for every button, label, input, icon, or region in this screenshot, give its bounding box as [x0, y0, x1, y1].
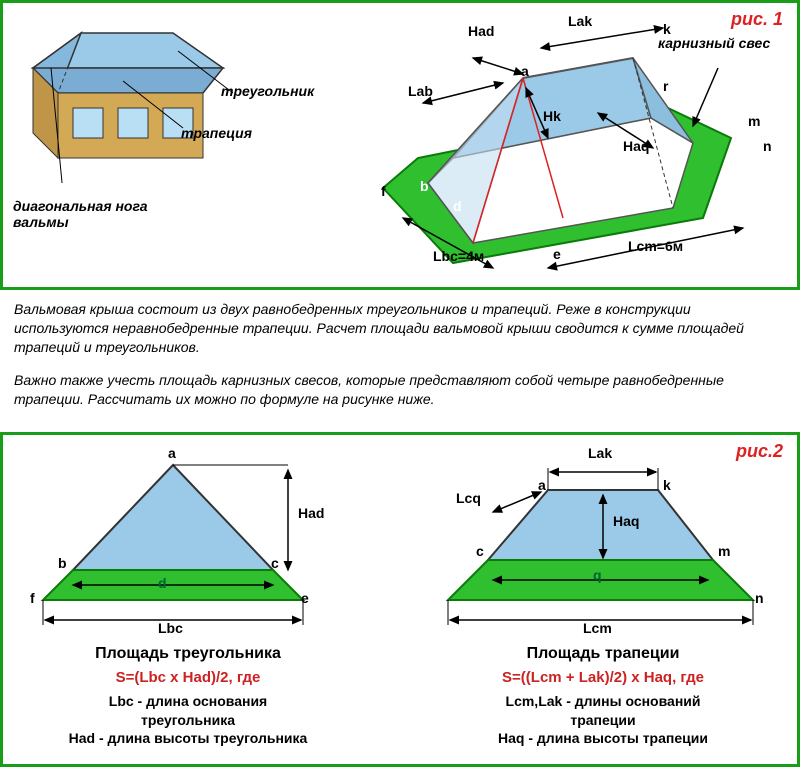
triangle-diagram	[33, 450, 343, 635]
pt-c3: c	[476, 543, 484, 559]
pt-k: k	[663, 21, 671, 37]
pt-q3: q	[593, 567, 602, 583]
para2: Важно также учесть площадь карнизных све…	[14, 371, 786, 409]
lbl-Hk: Hk	[543, 108, 561, 124]
lbl-Had: Had	[468, 23, 494, 39]
trapezoid-text: Площадь трапеции S=((Lcm + Lak)/2) x Haq…	[433, 645, 773, 747]
para1: Вальмовая крыша состоит из двух равнобед…	[14, 300, 786, 357]
lbl-overhang: карнизный свес	[658, 35, 788, 51]
pt-r: r	[663, 78, 668, 94]
pt-e: e	[553, 246, 561, 262]
pt-c2: c	[271, 555, 279, 571]
triangle-text: Площадь треугольника S=(Lbc x Had)/2, гд…	[33, 645, 343, 747]
pt-f: f	[381, 183, 386, 199]
lbl-Lcm2: Lcm	[583, 620, 612, 636]
pt-d: d	[453, 198, 462, 214]
lbl-Lak2: Lak	[588, 445, 612, 461]
trap-desc: Lcm,Lak - длины оснований трапеции Haq -…	[433, 692, 773, 747]
tri-formula: S=(Lbc x Had)/2, где	[33, 669, 343, 686]
house-illustration	[13, 23, 243, 183]
pt-n: n	[763, 138, 772, 154]
lbl-Lbc2: Lbc	[158, 620, 183, 636]
pt-q: q	[593, 188, 602, 204]
pt-e2: e	[301, 590, 309, 606]
label-diagonal: диагональная нога вальмы	[13, 198, 183, 230]
description-text: Вальмовая крыша состоит из двух равнобед…	[0, 290, 800, 432]
pt-f2: f	[30, 590, 35, 606]
figure-2-panel: рис.2 a b c d e f Had Lbc Площадь треуго…	[0, 432, 800, 767]
pt-n3: n	[755, 590, 764, 606]
lbl-Haq2: Haq	[613, 513, 639, 529]
trap-title: Площадь трапеции	[433, 645, 773, 663]
label-trapezoid: трапеция	[181, 125, 252, 141]
lbl-Haq: Haq	[623, 138, 649, 154]
tri-title: Площадь треугольника	[33, 645, 343, 663]
roof-3d-diagram	[373, 18, 783, 283]
pt-b: b	[420, 178, 429, 194]
pt-b2: b	[58, 555, 67, 571]
pt-a3: a	[538, 477, 546, 493]
lbl-Lcm: Lcm=6м	[628, 238, 683, 254]
lbl-Lak: Lak	[568, 13, 592, 29]
pt-m3: m	[718, 543, 730, 559]
lbl-Lcq: Lcq	[456, 490, 481, 506]
pt-d2: d	[158, 575, 167, 591]
pt-a: a	[521, 63, 529, 79]
lbl-Had2: Had	[298, 505, 324, 521]
figure-1-panel: рис. 1 треугольник трапеция диагональная…	[0, 0, 800, 290]
label-triangle: треугольник	[221, 83, 314, 99]
lbl-Lbc: Lbc=4м	[433, 248, 484, 264]
pt-m: m	[748, 113, 760, 129]
pt-a2: a	[168, 445, 176, 461]
trap-formula: S=((Lcm + Lak)/2) x Haq, где	[433, 669, 773, 686]
tri-desc: Lbc - длина основания треугольника Had -…	[33, 692, 343, 747]
pt-k3: k	[663, 477, 671, 493]
pt-c: c	[510, 218, 518, 234]
lbl-Lab: Lab	[408, 83, 433, 99]
